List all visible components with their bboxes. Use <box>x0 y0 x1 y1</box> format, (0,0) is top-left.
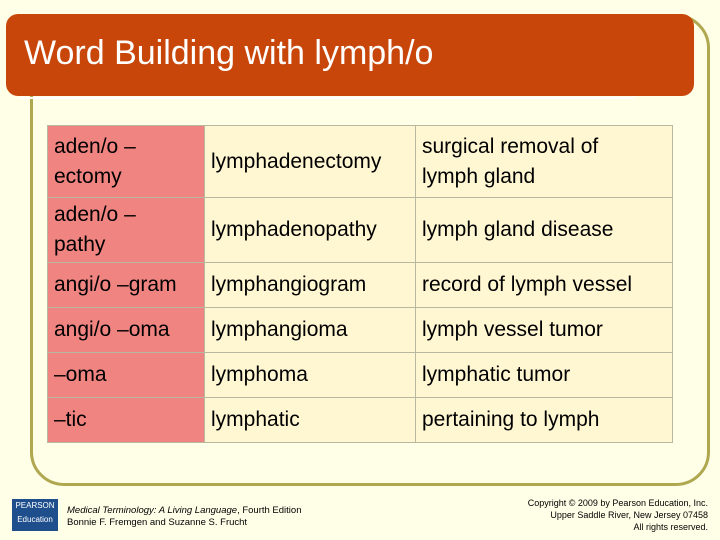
table-cell: lymphatic <box>204 397 416 443</box>
table-cell: lymphangiogram <box>204 262 416 308</box>
table-cell: –oma <box>47 352 205 398</box>
table-cell: lymphoma <box>204 352 416 398</box>
cell-text: lymph gland disease <box>422 218 614 241</box>
table-cell: lymphangioma <box>204 307 416 353</box>
book-authors: Bonnie F. Fremgen and Suzanne S. Frucht <box>67 517 248 528</box>
cell-text: –tic <box>54 408 87 431</box>
cell-text: lymph gland <box>422 164 536 188</box>
table-cell: lymphadenectomy <box>204 125 416 198</box>
cell-text: angi/o –oma <box>54 318 170 341</box>
cell-text: aden/o – <box>54 134 136 158</box>
table-row: aden/o – pathy lymphadenopathy lymph gland … <box>47 197 673 263</box>
copyright-line: All rights reserved. <box>633 522 708 532</box>
table-cell: pertaining to lymph <box>415 397 673 443</box>
table-cell: angi/o –gram <box>47 262 205 308</box>
table-cell: lymph vessel tumor <box>415 307 673 353</box>
cell-text: lymphatic tumor <box>422 363 571 386</box>
title-bar <box>6 14 694 96</box>
cell-text: ectomy <box>54 164 122 188</box>
table-row: aden/o – ectomy lymphadenectomy surgical re… <box>47 125 673 198</box>
cell-text: lymphangioma <box>211 318 348 341</box>
table-cell: record of lymph vessel <box>415 262 673 308</box>
logo-text: Education <box>17 515 53 524</box>
cell-text: lymphadenectomy <box>211 149 382 173</box>
table-cell: aden/o – pathy <box>47 197 205 263</box>
table-row: –oma lymphoma lymphatic tumor <box>47 352 673 398</box>
cell-text: pertaining to lymph <box>422 408 600 431</box>
book-credit: Medical Terminology: A Living Language, … <box>67 505 301 529</box>
table-row: angi/o –gram lymphangiogram record of lymp… <box>47 262 673 308</box>
logo-text: PEARSON <box>15 501 55 510</box>
cell-text: pathy <box>54 233 106 256</box>
table-cell: lymphadenopathy <box>204 197 416 263</box>
table-row: angi/o –oma lymphangioma lymph vessel tumo… <box>47 307 673 353</box>
cell-text: angi/o –gram <box>54 273 177 296</box>
slide-title: Word Building with lymph/o <box>24 34 434 72</box>
table-cell: angi/o –oma <box>47 307 205 353</box>
table-cell: aden/o – ectomy <box>47 125 205 198</box>
copyright-line: Copyright © 2009 by Pearson Education, I… <box>527 498 708 508</box>
copyright-line: Upper Saddle River, New Jersey 07458 <box>550 510 708 520</box>
table-row: –tic lymphatic pertaining to lymph <box>47 397 673 443</box>
copyright: Copyright © 2009 by Pearson Education, I… <box>528 497 708 533</box>
cell-text: surgical removal of <box>422 134 599 158</box>
title-underline <box>20 97 635 99</box>
table-cell: lymphatic tumor <box>415 352 673 398</box>
cell-text: lymphatic <box>211 408 300 431</box>
table-cell: –tic <box>47 397 205 443</box>
book-title: Medical Terminology: A Living Language <box>67 505 238 516</box>
cell-text: lymphadenopathy <box>211 218 377 241</box>
cell-text: lymphoma <box>211 363 308 386</box>
book-edition: , Fourth Edition <box>237 505 302 516</box>
cell-text: lymph vessel tumor <box>422 318 603 341</box>
table-cell: lymph gland disease <box>415 197 673 263</box>
cell-text: –oma <box>54 363 107 386</box>
cell-text: record of lymph vessel <box>422 273 633 296</box>
publisher-logo: PEARSON Education <box>12 499 58 531</box>
cell-text: lymphangiogram <box>211 273 367 296</box>
word-table: aden/o – ectomy lymphadenectomy surgical re… <box>47 125 673 443</box>
cell-text: aden/o – <box>54 203 136 226</box>
table-cell: surgical removal of lymph gland <box>415 125 673 198</box>
